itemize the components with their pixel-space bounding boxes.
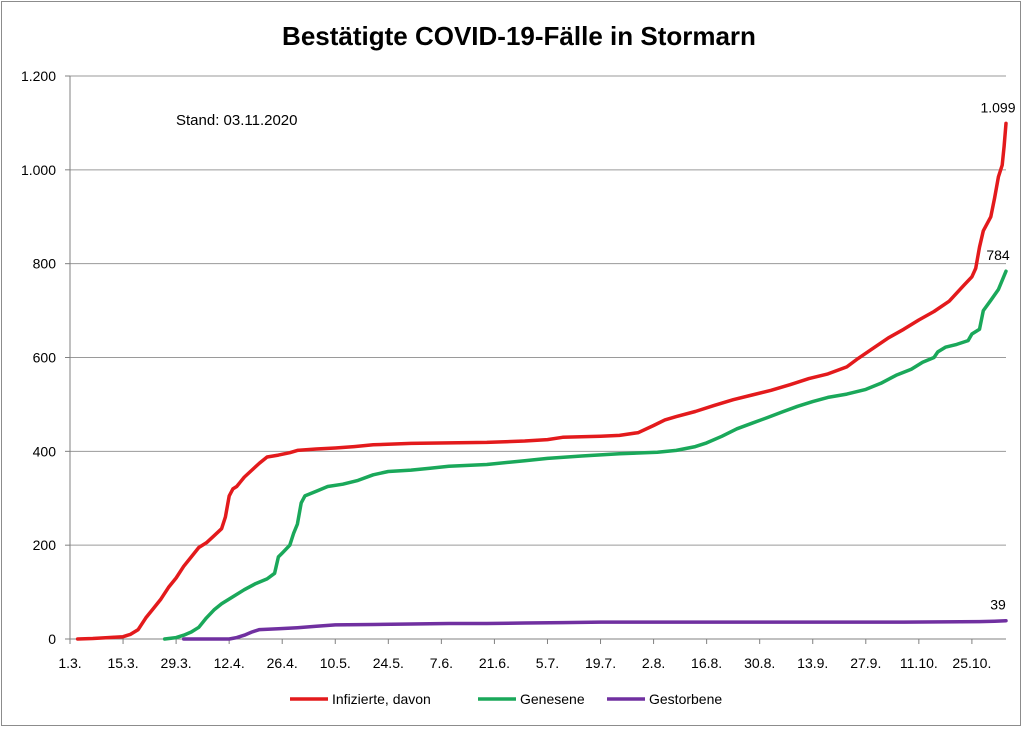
end-labels: 1.099 784 39 — [980, 99, 1015, 612]
x-tick-label: 7.6. — [430, 655, 453, 671]
x-tick-label: 10.5. — [320, 655, 351, 671]
x-tick-label: 19.7. — [585, 655, 616, 671]
x-tick-label: 13.9. — [797, 655, 828, 671]
legend: Infizierte, davon Genesene Gestorbene — [290, 691, 722, 707]
x-tick-label: 2.8. — [642, 655, 665, 671]
y-tick-label: 1.000 — [21, 162, 56, 178]
end-label-2: 39 — [990, 597, 1006, 613]
y-tick-label: 400 — [33, 443, 57, 459]
x-tick-label: 25.10. — [952, 655, 991, 671]
x-tick-label: 29.3. — [161, 655, 192, 671]
x-tick-label: 5.7. — [536, 655, 559, 671]
y-tick-label: 0 — [48, 631, 56, 647]
x-tick-label: 15.3. — [107, 655, 138, 671]
x-tick-label: 12.4. — [214, 655, 245, 671]
x-tick-label: 21.6. — [479, 655, 510, 671]
x-tick-label: 30.8. — [744, 655, 775, 671]
y-tick-label: 800 — [33, 256, 57, 272]
end-label-1: 784 — [986, 247, 1010, 263]
x-tick-label: 24.5. — [373, 655, 404, 671]
x-tick-label: 26.4. — [267, 655, 298, 671]
x-tick-label: 11.10. — [900, 655, 938, 671]
series-line-0 — [75, 121, 1008, 641]
gridlines — [70, 75, 1006, 640]
legend-label-2: Gestorbene — [649, 691, 722, 707]
x-tick-label: 16.8. — [691, 655, 722, 671]
y-tick-label: 1.200 — [21, 68, 56, 84]
legend-label-1: Genesene — [520, 691, 585, 707]
x-tick-label: 1.3. — [58, 655, 81, 671]
x-tick-label: 27.9. — [850, 655, 881, 671]
series-line-2 — [181, 618, 1008, 641]
x-axis: 1.3. 15.3. 29.3. 12.4. 26.4. 10.5. 24.5. 7.6. 21… — [58, 638, 1006, 671]
end-label-0: 1.099 — [980, 99, 1015, 115]
y-axis: 0 200 400 600 800 1.000 1.200 — [21, 68, 71, 647]
legend-label-0: Infizierte, davon — [332, 691, 431, 707]
y-tick-label: 200 — [33, 537, 57, 553]
y-tick-label: 600 — [33, 350, 57, 366]
series-line-1 — [162, 269, 1008, 641]
series-lines — [75, 121, 1008, 641]
chart-title: Bestätigte COVID-19-Fälle in Stormarn — [282, 21, 756, 51]
stand-annotation: Stand: 03.11.2020 — [176, 112, 298, 129]
